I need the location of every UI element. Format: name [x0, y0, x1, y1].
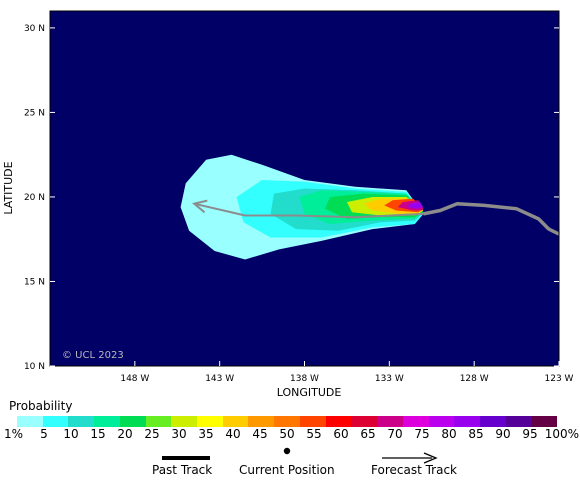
axis-ticks: 148 W 143 W 138 W 133 W 128 W 123 W 30 N 25 N 20…: [24, 24, 574, 384]
copyright-label: © UCL 2023: [62, 350, 124, 361]
probability-swath: [180, 154, 424, 260]
y-tick-label: 15 N: [24, 277, 45, 287]
legend-swatch: [531, 416, 558, 427]
x-tick-label: 143 W: [205, 374, 234, 384]
legend-label: 1%: [4, 427, 24, 441]
legend-swatch: [377, 416, 403, 427]
legend-label: 70: [387, 427, 403, 441]
legend-swatch: [197, 416, 223, 427]
legend-label: 15: [90, 427, 106, 441]
legend-swatch: [428, 416, 455, 427]
x-tick-label: 128 W: [460, 374, 489, 384]
legend-label: 45: [252, 427, 268, 441]
legend-label: 25: [144, 427, 160, 441]
y-tick-label: 20 N: [24, 193, 45, 203]
x-tick-label: 138 W: [290, 374, 319, 384]
legend-swatch: [351, 416, 378, 427]
legend-swatch: [94, 416, 120, 427]
legend-label: 75: [414, 427, 430, 441]
legend-swatch: [17, 416, 43, 427]
legend-label: 95: [522, 427, 538, 441]
legend-label: 30: [171, 427, 187, 441]
y-tick-label: 10 N: [24, 362, 45, 372]
past-track-key-label: Past Track: [152, 463, 213, 477]
x-tick-label: 148 W: [120, 374, 149, 384]
legend-swatch: [274, 416, 300, 427]
y-tick-label: 30 N: [24, 24, 45, 34]
past-track-line: [422, 201, 560, 236]
current-position-key-dot: [283, 447, 291, 455]
legend-swatch: [248, 416, 275, 427]
legend-swatch: [145, 416, 172, 427]
map-plot-area: 148 W 143 W 138 W 133 W 128 W 123 W 30 N 25 N 20…: [24, 10, 574, 384]
legend-swatch: [479, 416, 506, 427]
legend-swatch: [454, 416, 480, 427]
legend-swatch: [505, 416, 532, 427]
legend-swatch: [68, 416, 95, 427]
x-tick-label: 123 W: [545, 374, 574, 384]
legend-label: 20: [117, 427, 133, 441]
forecast-track-key-label: Forecast Track: [371, 463, 457, 477]
legend-label: 55: [306, 427, 322, 441]
forecast-track-line: [193, 202, 424, 219]
legend-labels: 1% 5 10 15 20 25 30 35 40 45 50 55 60 65 70 75 80 85 90 95 1…: [0, 427, 580, 443]
legend-swatch: [222, 416, 249, 427]
forecast-arrow-icon: [192, 199, 208, 214]
legend-swatch: [299, 416, 326, 427]
storm-track: [192, 199, 560, 236]
forecast-track-key-arrow-icon: [423, 452, 438, 464]
legend-colorbar: [17, 416, 558, 427]
legend-swatch: [402, 416, 429, 427]
y-tick-label: 25 N: [24, 108, 45, 118]
legend-label: 35: [198, 427, 214, 441]
legend-title: Probability: [9, 399, 73, 413]
x-axis-title: LONGITUDE: [277, 386, 342, 399]
y-axis-title: LATITUDE: [2, 161, 15, 214]
legend-label: 100%: [544, 427, 579, 441]
legend-label: 90: [495, 427, 511, 441]
legend-label: 60: [333, 427, 349, 441]
legend-label: 40: [225, 427, 241, 441]
legend-swatch: [171, 416, 198, 427]
legend-label: 50: [279, 427, 295, 441]
legend-swatch: [42, 416, 69, 427]
x-tick-label: 133 W: [375, 374, 404, 384]
legend-label: 85: [468, 427, 484, 441]
legend-label: 65: [360, 427, 376, 441]
legend-label: 10: [63, 427, 79, 441]
current-position-key-label: Current Position: [239, 463, 335, 477]
legend-label: 80: [441, 427, 457, 441]
legend-swatch: [325, 416, 352, 427]
legend-label: 5: [40, 427, 48, 441]
legend-swatch: [119, 416, 146, 427]
swath-band-85: [408, 202, 424, 209]
